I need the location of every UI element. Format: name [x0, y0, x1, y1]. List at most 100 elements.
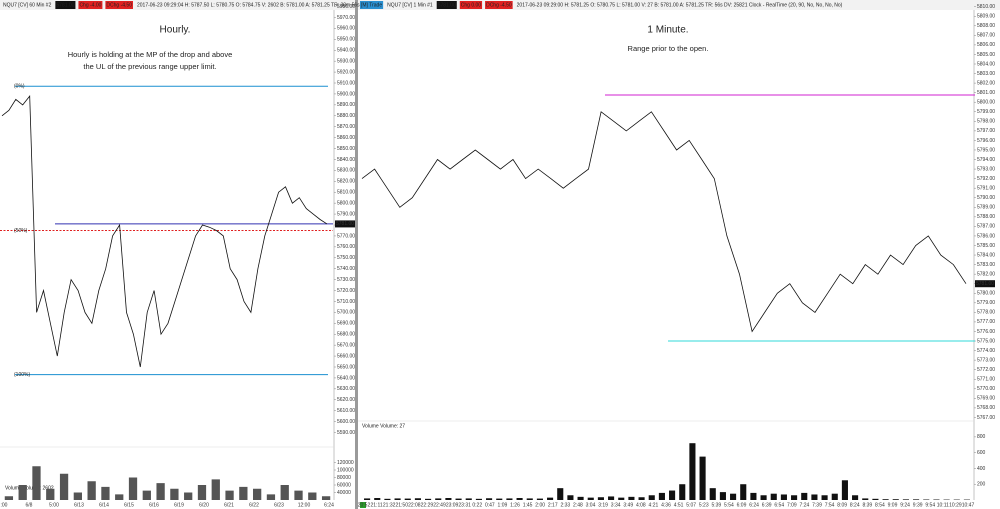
volume-bar — [115, 494, 124, 500]
y-tick-label: 5810.00 — [337, 190, 355, 196]
y-tick-label: 5776.00 — [977, 329, 995, 335]
volume-bar — [669, 490, 676, 500]
y-tick-label: 5769.00 — [977, 396, 995, 402]
volume-bar — [709, 488, 716, 500]
y-tick-label: 5797.00 — [977, 128, 995, 134]
y-tick-label: 5771.00 — [977, 377, 995, 383]
volume-bar — [496, 498, 503, 500]
x-tick-label: 6/21 — [224, 502, 234, 508]
volume-tick-label: 60000 — [337, 482, 351, 488]
volume-bar — [689, 443, 696, 500]
y-tick-label: 5801.00 — [977, 90, 995, 96]
x-tick-label: 3:49 — [623, 502, 633, 508]
volume-bar — [308, 492, 317, 500]
volume-tick-label: 100000 — [337, 467, 354, 473]
y-tick-label: 5796.00 — [977, 138, 995, 144]
volume-bar — [638, 497, 645, 500]
volume-bar — [536, 498, 543, 500]
x-tick-label: 7:24 — [800, 502, 810, 508]
volume-bar — [465, 498, 472, 500]
y-tick-label: 5779.00 — [977, 300, 995, 306]
volume-bar — [658, 492, 665, 500]
y-tick-label: 5790.00 — [337, 211, 355, 217]
x-tick-label: 5:54 — [724, 502, 734, 508]
y-tick-label: 5650.00 — [337, 364, 355, 370]
volume-bar — [425, 498, 432, 500]
y-tick-label: 5640.00 — [337, 375, 355, 381]
volume-bar — [101, 486, 110, 500]
y-tick-label: 5803.00 — [977, 71, 995, 77]
y-tick-label: 5620.00 — [337, 397, 355, 403]
header-field: [M] Trade — [361, 2, 382, 8]
x-tick-label: 6/23 — [274, 502, 284, 508]
y-tick-label: 5805.00 — [977, 52, 995, 58]
x-tick-label: 23:31 — [458, 502, 471, 508]
volume-bar — [475, 498, 482, 500]
x-tick-label: 7:09 — [787, 502, 797, 508]
volume-bar — [841, 480, 848, 500]
volume-bar — [364, 498, 371, 500]
y-tick-label: 5870.00 — [337, 124, 355, 130]
volume-bar — [445, 498, 452, 500]
x-tick-label: 21:50 — [395, 502, 408, 508]
annotation: the UL of the previous range upper limit… — [83, 62, 216, 71]
x-tick-label: 9:39 — [913, 502, 923, 508]
y-tick-label: 5804.00 — [977, 61, 995, 67]
volume-bar — [567, 495, 574, 500]
y-tick-label: 5600.00 — [337, 419, 355, 425]
x-tick-label: 6/14 — [99, 502, 109, 508]
x-tick-label: :00 — [1, 502, 8, 508]
volume-bar — [547, 497, 554, 500]
x-tick-label: 4:36 — [661, 502, 671, 508]
x-tick-label: 5:23 — [699, 502, 709, 508]
volume-bar — [740, 484, 747, 500]
y-tick-label: 5750.00 — [337, 255, 355, 261]
x-tick-label: 6/13 — [74, 502, 84, 508]
volume-bar — [872, 498, 879, 500]
price-line — [1, 94, 328, 368]
x-tick-label: 6/20 — [199, 502, 209, 508]
volume-bar — [801, 492, 808, 500]
y-tick-label: 5860.00 — [337, 135, 355, 141]
volume-bar — [197, 485, 207, 500]
x-tick-label: 6:24 — [749, 502, 759, 508]
volume-bar — [32, 466, 41, 500]
y-tick-label: 5910.00 — [337, 80, 355, 86]
y-tick-label: 5730.00 — [337, 277, 355, 283]
volume-bar — [225, 490, 234, 500]
y-tick-label: 5780.00 — [977, 291, 995, 297]
header-field-box — [55, 1, 76, 9]
y-tick-label: 5786.00 — [977, 233, 995, 239]
y-tick-label: 5774.00 — [977, 348, 995, 354]
y-tick-label: 5806.00 — [977, 42, 995, 48]
x-tick-label: 10:47 — [962, 502, 975, 508]
y-tick-label: 5700.00 — [337, 310, 355, 316]
volume-bar — [628, 496, 635, 500]
y-tick-label: 5770.00 — [977, 386, 995, 392]
y-tick-label: 5795.00 — [977, 147, 995, 153]
y-tick-label: 5772.00 — [977, 367, 995, 373]
header-field: NQU7 [CV] 1 Min #1 — [387, 2, 433, 8]
x-tick-label: 23:09 — [446, 502, 459, 508]
level-label: (0%) — [14, 84, 25, 90]
x-tick-label: 6/8 — [26, 502, 33, 508]
y-tick-label: 5830.00 — [337, 168, 355, 174]
x-tick-label: 4:08 — [636, 502, 646, 508]
y-tick-label: 5792.00 — [977, 176, 995, 182]
chart-title: Hourly. — [160, 25, 191, 36]
volume-bar — [587, 497, 594, 500]
header-field-box — [459, 1, 483, 9]
x-tick-label: 7:54 — [825, 502, 835, 508]
y-tick-label: 5920.00 — [337, 69, 355, 75]
volume-bar — [913, 499, 920, 500]
y-tick-label: 5768.00 — [977, 405, 995, 411]
x-tick-label: 8:09 — [837, 502, 847, 508]
annotation: Hourly is holding at the MP of the drop … — [68, 50, 233, 59]
left-header-bar — [0, 0, 355, 10]
volume-bar — [597, 497, 604, 500]
annotation: Range prior to the open. — [628, 44, 709, 53]
volume-bar — [414, 498, 421, 500]
volume-bar — [679, 484, 686, 500]
volume-bar — [902, 499, 909, 500]
